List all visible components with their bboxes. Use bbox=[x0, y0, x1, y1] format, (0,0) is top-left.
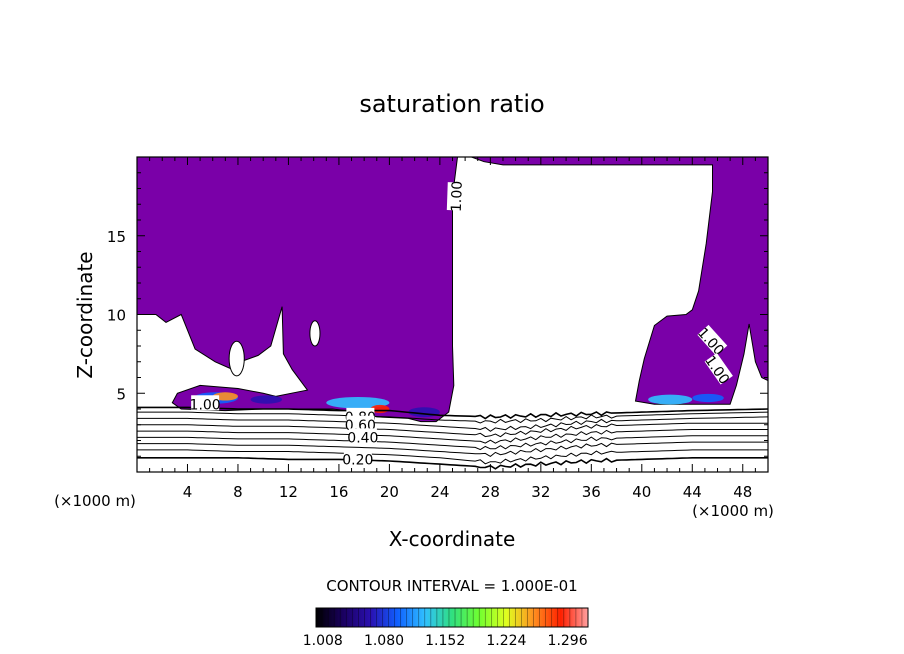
colorbar-tick-label: 1.008 bbox=[303, 633, 343, 649]
colorbar: 1.008 1.080 1.152 1.224 1.296 bbox=[303, 607, 589, 649]
y-axis-label: Z-coordinate bbox=[73, 251, 97, 378]
saturated-region-1 bbox=[137, 157, 459, 423]
white-hole-1 bbox=[309, 320, 321, 347]
white-hole-0 bbox=[228, 340, 245, 377]
contour-line-0.4 bbox=[137, 441, 768, 458]
y-tick-label: 10 bbox=[107, 307, 126, 325]
contour-line-0.8 bbox=[137, 416, 768, 432]
contour-line-1 bbox=[137, 406, 768, 420]
contour-label-7: 0.20 bbox=[342, 452, 373, 468]
colorbar-ticks bbox=[315, 608, 589, 627]
y-axis: 5 10 15 bbox=[107, 172, 768, 457]
contour-label-bg-0 bbox=[446, 182, 463, 211]
x-tick-label: 8 bbox=[233, 483, 243, 501]
contour-label-bg-6 bbox=[348, 428, 377, 444]
x-tick-label: 16 bbox=[329, 483, 348, 501]
supersaturated-cell-6 bbox=[648, 394, 693, 405]
x-tick-label: 48 bbox=[733, 483, 752, 501]
contour-label-bg-2 bbox=[704, 352, 733, 385]
contour-line-0.6 bbox=[137, 429, 768, 444]
x-tick-label: 4 bbox=[183, 483, 193, 501]
x-tick-label: 44 bbox=[683, 483, 702, 501]
saturated-region-0 bbox=[137, 157, 768, 405]
contour-line-0.5 bbox=[137, 435, 768, 451]
contour-label-bg-5 bbox=[346, 415, 375, 431]
contour-labels: 1.001.001.001.000.800.600.400.20 bbox=[190, 181, 733, 468]
contour-line-0.3 bbox=[137, 449, 768, 465]
contour-label-bg-7 bbox=[343, 450, 372, 466]
y-unit-label: (×1000 m) bbox=[54, 492, 136, 510]
contour-label-0: 1.00 bbox=[449, 181, 466, 213]
contour-label-3: 1.00 bbox=[190, 397, 221, 413]
colorbar-gradient bbox=[315, 607, 589, 628]
colorbar-tick-label: 1.152 bbox=[425, 633, 465, 649]
x-axis-label: X-coordinate bbox=[389, 527, 516, 551]
colorbar-tick-label: 1.080 bbox=[364, 633, 404, 649]
x-unit-label: (×1000 m) bbox=[692, 502, 774, 520]
x-tick-label: 36 bbox=[582, 483, 601, 501]
contour-interval-text: CONTOUR INTERVAL = 1.000E-01 bbox=[326, 577, 577, 595]
contour-line-0.9 bbox=[137, 411, 768, 424]
contour-label-bg-1 bbox=[697, 324, 728, 356]
x-tick-label: 12 bbox=[279, 483, 298, 501]
x-tick-label: 40 bbox=[632, 483, 651, 501]
colorbar-labels: 1.008 1.080 1.152 1.224 1.296 bbox=[303, 633, 588, 649]
colorbar-tick-label: 1.224 bbox=[486, 633, 526, 649]
saturated-regions bbox=[137, 157, 768, 423]
colorbar-tick-label: 1.296 bbox=[548, 633, 588, 649]
x-tick-label: 20 bbox=[380, 483, 399, 501]
x-tick-label: 24 bbox=[430, 483, 449, 501]
supersaturated-cell-2 bbox=[250, 395, 283, 404]
y-tick-label: 5 bbox=[116, 385, 126, 403]
contour-label-bg-3 bbox=[191, 395, 220, 411]
supersaturated-cell-7 bbox=[692, 393, 724, 403]
supersaturated-cell-3 bbox=[326, 396, 390, 409]
x-axis: 4 8 12 16 20 24 28 32 36 40 44 48 bbox=[149, 157, 756, 501]
plot-area: 1.001.001.001.000.800.600.400.20 bbox=[137, 157, 768, 472]
white-holes bbox=[228, 320, 321, 377]
contour-line-0.7 bbox=[137, 422, 768, 438]
x-tick-label: 28 bbox=[481, 483, 500, 501]
y-tick-label: 15 bbox=[107, 228, 126, 246]
chart-title: saturation ratio bbox=[359, 90, 544, 118]
x-tick-label: 32 bbox=[531, 483, 550, 501]
contour-label-6: 0.40 bbox=[347, 430, 378, 446]
